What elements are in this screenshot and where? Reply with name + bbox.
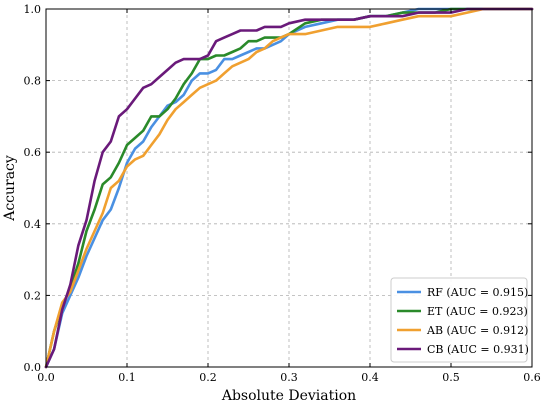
x-tick-label: 0.6 [523, 371, 541, 384]
y-tick-label: 0.2 [24, 289, 42, 302]
x-tick-label: 0.3 [280, 371, 298, 384]
y-tick-label: 0.8 [24, 75, 42, 88]
x-tick-label: 0.0 [37, 371, 55, 384]
legend-label-rf: RF (AUC = 0.915) [427, 286, 528, 299]
series-line-rf [44, 7, 534, 369]
series-line-ab [44, 7, 534, 369]
x-tick-label: 0.5 [442, 371, 460, 384]
axis-ticks: 0.0 0.1 0.2 0.3 0.4 0.5 0.6 0.0 0.2 0.4 0.6 0.8 1.0 [24, 3, 541, 384]
y-tick-label: 1.0 [24, 3, 42, 16]
x-tick-label: 0.4 [361, 371, 379, 384]
x-axis-title: Absolute Deviation [221, 388, 356, 404]
y-tick-label: 0.4 [24, 218, 42, 231]
legend: RF (AUC = 0.915) ET (AUC = 0.923) AB (AUC … [390, 277, 529, 363]
legend-box [390, 277, 528, 363]
legend-label-et: ET (AUC = 0.923) [427, 305, 528, 318]
y-tick-label: 0.0 [24, 361, 42, 374]
series-line-et [44, 7, 534, 369]
legend-label-cb: CB (AUC = 0.931) [427, 343, 529, 356]
x-tick-label: 0.1 [118, 371, 136, 384]
series-lines [44, 7, 534, 369]
y-tick-label: 0.6 [24, 146, 42, 159]
x-tick-label: 0.2 [199, 371, 217, 384]
legend-label-ab: AB (AUC = 0.912) [426, 324, 528, 337]
series-line-cb [44, 7, 534, 369]
grid [46, 9, 532, 367]
y-axis-title: Accuracy [2, 155, 18, 222]
